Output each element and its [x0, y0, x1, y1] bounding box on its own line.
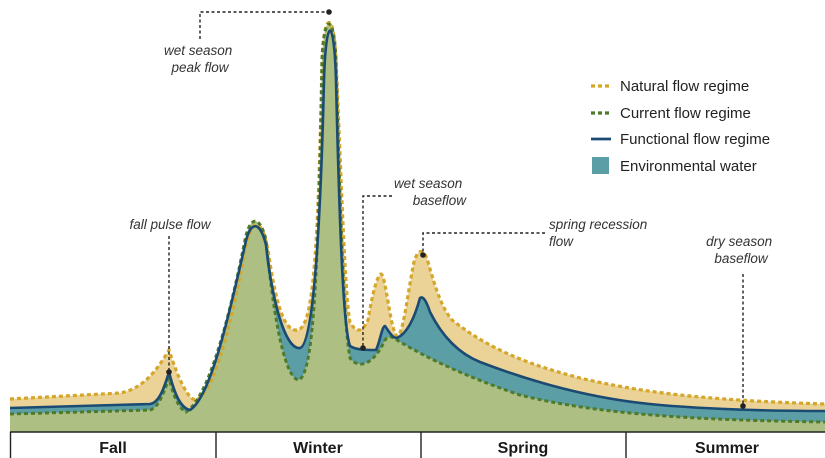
- spring-recession-leader: [422, 232, 545, 255]
- spring-recession-label-line2: flow: [549, 234, 574, 249]
- functional-flow-line: [9, 29, 825, 413]
- dry-baseflow-label: dry season baseflow: [706, 234, 776, 266]
- fall-pulse-dot: [166, 369, 172, 375]
- current-flow-line: [9, 22, 825, 424]
- season-summer: Summer: [695, 440, 759, 457]
- dry-baseflow-label-line2: baseflow: [714, 251, 769, 266]
- legend-natural-label: Natural flow regime: [620, 78, 749, 95]
- spring-recession-dot: [420, 252, 426, 258]
- spring-recession-label-line1: spring recession: [549, 217, 647, 232]
- dry-baseflow-dot: [740, 403, 746, 409]
- wet-baseflow-leader: [362, 195, 392, 348]
- season-axis: Fall Winter Spring Summer: [9, 431, 825, 458]
- wet-baseflow-label-line1: wet season: [394, 176, 462, 191]
- season-spring: Spring: [498, 440, 549, 457]
- spring-recession-label: spring recession flow: [549, 217, 651, 249]
- legend-functional-label: Functional flow regime: [620, 131, 770, 148]
- wet-baseflow-dot: [360, 345, 366, 351]
- legend-current-label: Current flow regime: [620, 105, 751, 122]
- wet-baseflow-label-line2: baseflow: [413, 193, 468, 208]
- fall-pulse-label: fall pulse flow: [129, 217, 211, 232]
- season-winter: Winter: [293, 440, 343, 457]
- season-fall: Fall: [99, 440, 127, 457]
- wet-baseflow-label: wet season baseflow: [394, 176, 467, 208]
- dry-baseflow-label-line1: dry season: [706, 234, 772, 249]
- wet-peak-label-line1: wet season: [164, 43, 232, 58]
- wet-peak-label-line2: peak flow: [170, 60, 229, 75]
- wet-peak-label: wet season peak flow: [164, 43, 236, 75]
- legend-env-water-swatch: [592, 157, 609, 174]
- wet-peak-dot: [326, 9, 332, 15]
- legend-env-water-label: Environmental water: [620, 158, 757, 175]
- legend: Natural flow regime Current flow regime …: [591, 78, 770, 175]
- wet-peak-leader: [199, 11, 329, 39]
